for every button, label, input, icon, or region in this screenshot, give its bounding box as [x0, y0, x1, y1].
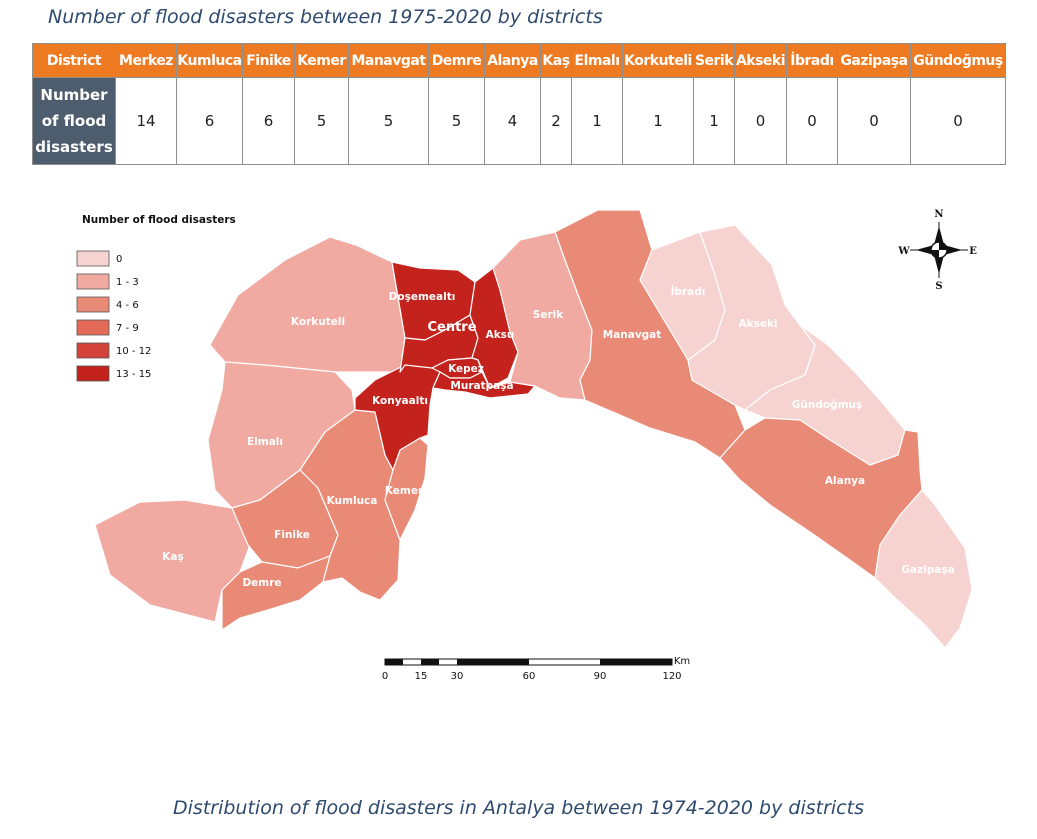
count-cell: 14 — [115, 77, 177, 165]
compass-south-label: S — [935, 281, 942, 292]
legend-label: 10 - 12 — [116, 346, 151, 357]
district-header-cell: Alanya — [484, 43, 541, 78]
district-label-gazipasa: Gazipaşa — [901, 564, 954, 576]
district-label-korkuteli: Korkuteli — [291, 316, 345, 328]
district-label-kas: Kaş — [162, 551, 183, 563]
table-count-row: Number of flood disasters 14 6 6 5 5 5 4 2 1 1 1 0 0 0 0 — [32, 77, 1006, 165]
district-label-ibradi: İbradı — [671, 284, 706, 298]
district-label-muratpasa: Muratpaşa — [450, 380, 513, 392]
table-header-row: District Merkez Kumluca Finike Kemer Manavga… — [32, 43, 1006, 78]
flood-table: District Merkez Kumluca Finike Kemer Manavga… — [32, 43, 1006, 165]
scale-unit-label: Km — [674, 656, 690, 667]
district-label-elmali: Elmalı — [247, 436, 283, 448]
district-gazipasa — [874, 489, 973, 649]
district-label-manavgat: Manavgat — [603, 329, 662, 341]
district-korkuteli — [209, 236, 406, 373]
count-cell: 0 — [910, 77, 1006, 165]
legend-label: 0 — [116, 254, 122, 265]
district-header-cell: Elmalı — [571, 43, 623, 78]
district-label-aksu: Aksu — [486, 329, 515, 341]
legend-swatch — [76, 296, 110, 313]
district-label-kepez: Kepez — [448, 363, 484, 375]
count-cell: 2 — [540, 77, 572, 165]
legend-swatch — [76, 273, 110, 290]
top-title: Number of flood disasters between 1975-2… — [48, 6, 603, 28]
compass-north-label: N — [934, 209, 943, 220]
count-cell: 0 — [837, 77, 911, 165]
count-cell: 0 — [734, 77, 787, 165]
count-cell: 0 — [786, 77, 838, 165]
district-label-alanya: Alanya — [825, 475, 865, 487]
district-header-cell: Gazipaşa — [837, 43, 911, 78]
district-label-centre: Centre — [427, 320, 476, 335]
district-label-dosemealti: Doşemealtı — [389, 291, 456, 303]
district-label-demre: Demre — [242, 577, 281, 589]
legend-label: 1 - 3 — [116, 277, 139, 288]
legend-title: Number of flood disasters — [82, 214, 236, 226]
legend-label: 4 - 6 — [116, 300, 139, 311]
map-legend: Number of flood disasters 0 1 - 3 4 - 6 7 -… — [76, 214, 236, 382]
district-header-cell: Serik — [693, 43, 735, 78]
district-label-gundogmus: Gündoğmuş — [792, 399, 862, 411]
district-label-akseki: Akseki — [738, 318, 777, 330]
flood-map: Korkuteli Elmalı Kaş Finike Demre Kumluc… — [76, 209, 977, 682]
district-header-cell: İbradı — [786, 43, 838, 78]
legend-swatch — [76, 250, 110, 267]
compass-icon: N S E W — [897, 209, 977, 292]
legend-swatch — [76, 319, 110, 336]
district-label-finike: Finike — [274, 529, 310, 541]
count-cell: 4 — [484, 77, 541, 165]
legend-swatch — [76, 365, 110, 382]
scale-tick-label: 60 — [523, 671, 536, 682]
compass-east-label: E — [969, 246, 977, 257]
scale-tick-label: 120 — [662, 671, 681, 682]
scale-bar: 0 15 30 60 90 120 Km — [382, 656, 690, 682]
legend-label: 7 - 9 — [116, 323, 139, 334]
district-header-cell: Kumluca — [176, 43, 243, 78]
count-cell: 5 — [428, 77, 485, 165]
district-header-cell: Demre — [428, 43, 485, 78]
district-header-cell: Kaş — [540, 43, 572, 78]
district-label-kemer: Kemer — [385, 485, 424, 497]
scale-tick-label: 0 — [382, 671, 388, 682]
scale-tick-label: 90 — [594, 671, 607, 682]
compass-west-label: W — [897, 246, 910, 257]
scale-tick-label: 30 — [451, 671, 464, 682]
bottom-caption: Distribution of flood disasters in Antal… — [173, 797, 864, 819]
legend-swatch — [76, 342, 110, 359]
district-header-cell: Manavgat — [348, 43, 429, 78]
district-header-cell: Finike — [242, 43, 295, 78]
legend-label: 13 - 15 — [116, 369, 151, 380]
district-header-cell: Gündoğmuş — [910, 43, 1006, 78]
count-cell: 5 — [348, 77, 429, 165]
count-cell: 1 — [622, 77, 694, 165]
count-cell: 6 — [242, 77, 295, 165]
district-header-cell: Kemer — [294, 43, 349, 78]
district-label-kumluca: Kumluca — [327, 495, 378, 507]
district-header-cell: District — [32, 43, 116, 78]
district-header-cell: Akseki — [734, 43, 787, 78]
count-cell: 1 — [571, 77, 623, 165]
district-demre — [221, 555, 331, 631]
district-header-cell: Korkuteli — [622, 43, 694, 78]
district-label-serik: Serik — [533, 309, 564, 321]
scale-tick-label: 15 — [415, 671, 428, 682]
count-cell: 6 — [176, 77, 243, 165]
count-cell: 5 — [294, 77, 349, 165]
district-label-konyaalti: Konyaaltı — [372, 395, 428, 407]
row-label-cell: Number of flood disasters — [32, 77, 116, 165]
count-cell: 1 — [693, 77, 735, 165]
district-header-cell: Merkez — [115, 43, 177, 78]
